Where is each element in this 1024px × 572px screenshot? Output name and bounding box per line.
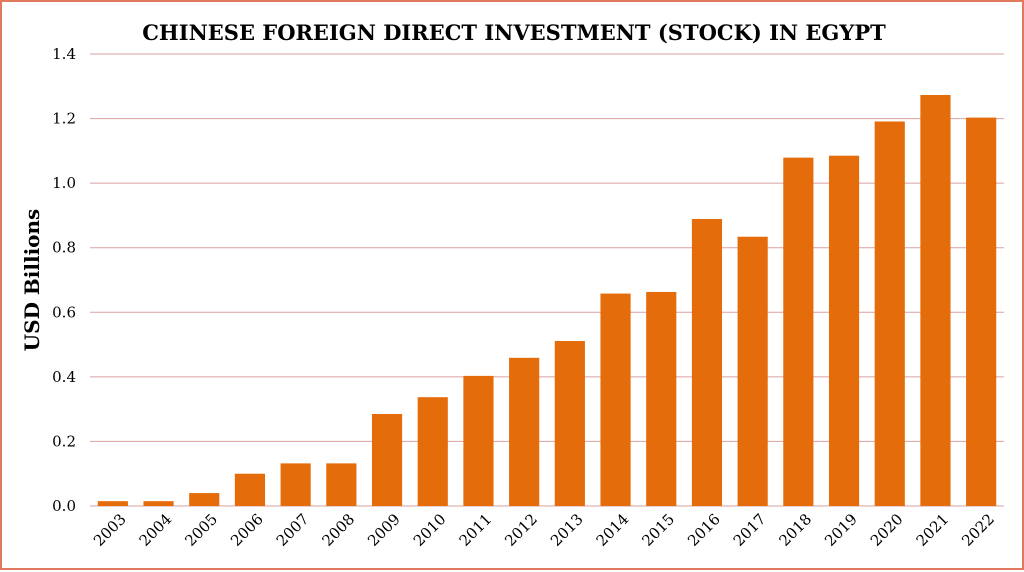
y-axis-ticks: 0.0 0.2 0.4 0.6 0.8 1.0 1.2 1.4 — [52, 45, 76, 515]
x-tick-label: 2020 — [867, 510, 907, 550]
y-tick-label: 0.4 — [52, 368, 76, 386]
bar-2016 — [691, 218, 723, 507]
x-tick-label: 2018 — [775, 510, 815, 550]
bar-2004 — [143, 501, 174, 506]
x-tick-label: 2010 — [410, 510, 450, 550]
bars — [97, 95, 997, 507]
x-tick-label: 2022 — [958, 510, 998, 550]
bar-2015 — [646, 291, 677, 506]
bar-2007 — [280, 463, 311, 506]
bar-2021 — [920, 95, 951, 506]
x-tick-label: 2015 — [638, 510, 678, 550]
y-tick-label: 0.8 — [52, 239, 76, 257]
bar-2013 — [554, 341, 585, 506]
y-tick-label: 1.0 — [52, 174, 76, 192]
x-tick-label: 2011 — [456, 510, 496, 550]
bar-2017 — [737, 236, 768, 507]
y-tick-label: 0.2 — [52, 432, 76, 450]
x-tick-label: 2021 — [913, 510, 953, 550]
y-tick-label: 0.0 — [52, 497, 76, 515]
x-tick-label: 2016 — [684, 510, 724, 550]
bar-2020 — [874, 121, 905, 506]
y-tick-label: 1.2 — [52, 110, 76, 128]
gridlines — [90, 53, 1004, 507]
x-tick-label: 2013 — [547, 510, 587, 550]
y-tick-label: 0.6 — [52, 303, 76, 321]
bar-2008 — [326, 463, 357, 506]
bar-2011 — [463, 375, 494, 506]
bar-2005 — [189, 493, 220, 506]
x-tick-label: 2012 — [501, 510, 541, 550]
bar-2018 — [783, 157, 814, 506]
y-axis-label: USD Billions — [20, 209, 44, 352]
bar-2003 — [97, 501, 128, 506]
x-tick-label: 2014 — [593, 510, 633, 550]
bar-2019 — [828, 155, 860, 506]
bar-2022 — [966, 117, 997, 507]
x-tick-label: 2006 — [227, 510, 267, 550]
x-tick-label: 2007 — [273, 510, 313, 550]
x-tick-label: 2005 — [181, 510, 221, 550]
x-axis-ticks: 2003 2004 2005 2006 2007 2008 2009 2010 2011 2012… — [90, 510, 998, 550]
y-tick-label: 1.4 — [52, 45, 76, 63]
x-tick-label: 2019 — [821, 510, 861, 550]
bar-2009 — [371, 413, 403, 506]
x-tick-label: 2008 — [318, 510, 358, 550]
bar-2012 — [509, 357, 540, 506]
x-tick-label: 2003 — [90, 510, 130, 550]
bar-2006 — [234, 473, 266, 506]
x-tick-label: 2009 — [364, 510, 404, 550]
bar-2014 — [600, 293, 631, 506]
x-tick-label: 2017 — [730, 510, 770, 550]
x-tick-label: 2004 — [136, 510, 176, 550]
bar-2010 — [417, 397, 448, 506]
chart-title: CHINESE FOREIGN DIRECT INVESTMENT (STOCK… — [142, 20, 886, 45]
